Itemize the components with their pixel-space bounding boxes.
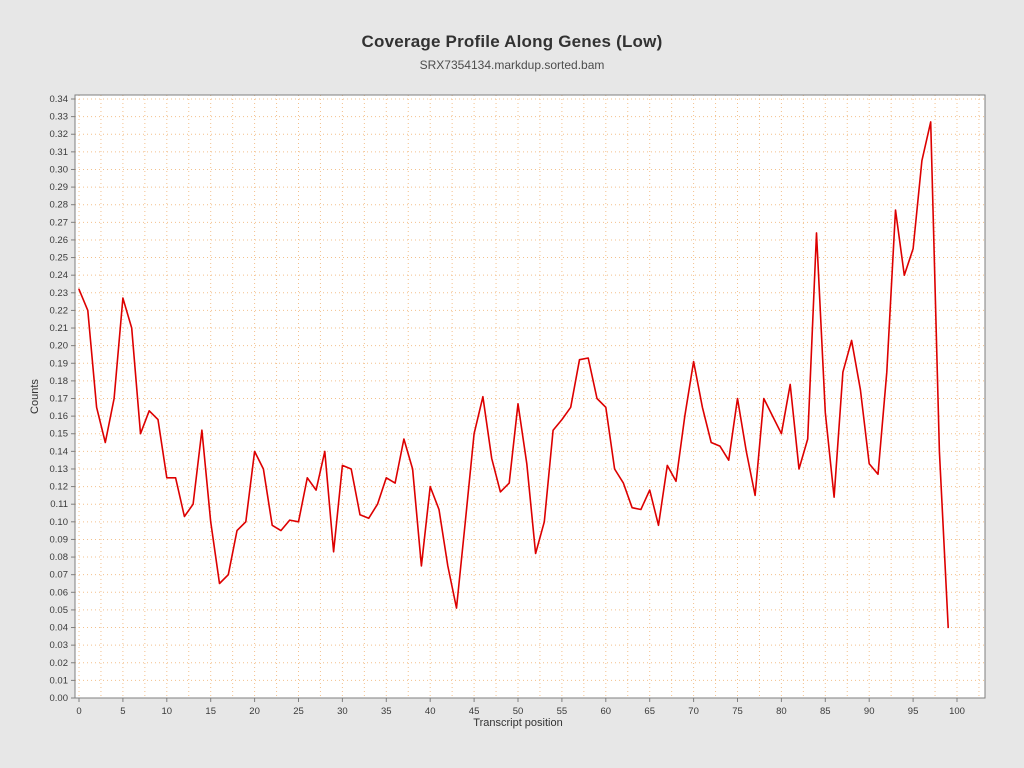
chart-subtitle: SRX7354134.markdup.sorted.bam <box>419 58 605 72</box>
svg-text:0.11: 0.11 <box>50 499 68 510</box>
svg-text:100: 100 <box>949 706 965 717</box>
svg-text:0.02: 0.02 <box>50 658 69 669</box>
svg-text:60: 60 <box>601 706 612 717</box>
svg-text:0.26: 0.26 <box>50 235 69 246</box>
axis-ticks: 0 5 10 15 20 25 30 35 40 45 50 55 60 65 70 75 80 85 90 95 10… <box>50 94 965 717</box>
x-axis-label: Transcript position <box>473 717 562 729</box>
svg-text:70: 70 <box>688 706 699 717</box>
svg-text:0.24: 0.24 <box>50 270 69 281</box>
svg-text:0.33: 0.33 <box>50 112 69 123</box>
svg-text:0.31: 0.31 <box>50 147 69 158</box>
svg-text:0.04: 0.04 <box>50 623 69 634</box>
svg-text:90: 90 <box>864 706 875 717</box>
svg-text:55: 55 <box>557 706 568 717</box>
svg-text:75: 75 <box>732 706 743 717</box>
plot-border <box>74 94 986 699</box>
svg-text:0.05: 0.05 <box>50 605 69 616</box>
plot-area <box>75 95 985 698</box>
y-axis-label: Counts <box>29 379 41 414</box>
gridlines <box>75 95 985 699</box>
svg-text:0.07: 0.07 <box>50 570 69 581</box>
svg-text:0.16: 0.16 <box>50 411 69 422</box>
svg-text:0.19: 0.19 <box>50 358 69 369</box>
svg-text:0.10: 0.10 <box>50 517 69 528</box>
svg-text:0.30: 0.30 <box>50 164 69 175</box>
svg-text:35: 35 <box>381 706 392 717</box>
svg-text:0.18: 0.18 <box>50 376 69 387</box>
svg-text:95: 95 <box>908 706 919 717</box>
svg-text:85: 85 <box>820 706 831 717</box>
svg-text:0.00: 0.00 <box>50 693 69 704</box>
svg-text:15: 15 <box>205 706 216 717</box>
svg-text:45: 45 <box>469 706 480 717</box>
svg-text:40: 40 <box>425 706 436 717</box>
svg-text:50: 50 <box>513 706 524 717</box>
svg-text:30: 30 <box>337 706 348 717</box>
svg-text:0.15: 0.15 <box>50 429 69 440</box>
svg-text:0.28: 0.28 <box>50 200 69 211</box>
svg-text:5: 5 <box>120 706 125 717</box>
svg-text:0.01: 0.01 <box>50 675 69 686</box>
svg-text:0.08: 0.08 <box>50 552 69 563</box>
svg-text:0.20: 0.20 <box>50 341 69 352</box>
svg-text:0.12: 0.12 <box>50 482 69 493</box>
svg-text:0.22: 0.22 <box>50 305 69 316</box>
coverage-series-line <box>78 121 950 629</box>
svg-text:65: 65 <box>644 706 655 717</box>
svg-text:0.03: 0.03 <box>50 640 69 651</box>
svg-text:10: 10 <box>162 706 173 717</box>
svg-text:0.21: 0.21 <box>50 323 69 334</box>
chart-title: Coverage Profile Along Genes (Low) <box>361 32 663 51</box>
svg-text:25: 25 <box>293 706 304 717</box>
svg-text:0.17: 0.17 <box>50 394 69 405</box>
svg-text:0.25: 0.25 <box>50 253 69 264</box>
svg-text:0: 0 <box>76 706 81 717</box>
svg-text:0.27: 0.27 <box>50 217 69 228</box>
svg-text:0.14: 0.14 <box>50 446 69 457</box>
svg-text:0.29: 0.29 <box>50 182 69 193</box>
svg-text:0.23: 0.23 <box>50 288 69 299</box>
svg-text:0.09: 0.09 <box>50 534 69 545</box>
svg-text:20: 20 <box>249 706 260 717</box>
svg-text:0.06: 0.06 <box>50 587 69 598</box>
svg-text:80: 80 <box>776 706 787 717</box>
svg-text:0.34: 0.34 <box>50 94 69 105</box>
svg-text:0.13: 0.13 <box>50 464 69 475</box>
svg-text:0.32: 0.32 <box>50 129 69 140</box>
